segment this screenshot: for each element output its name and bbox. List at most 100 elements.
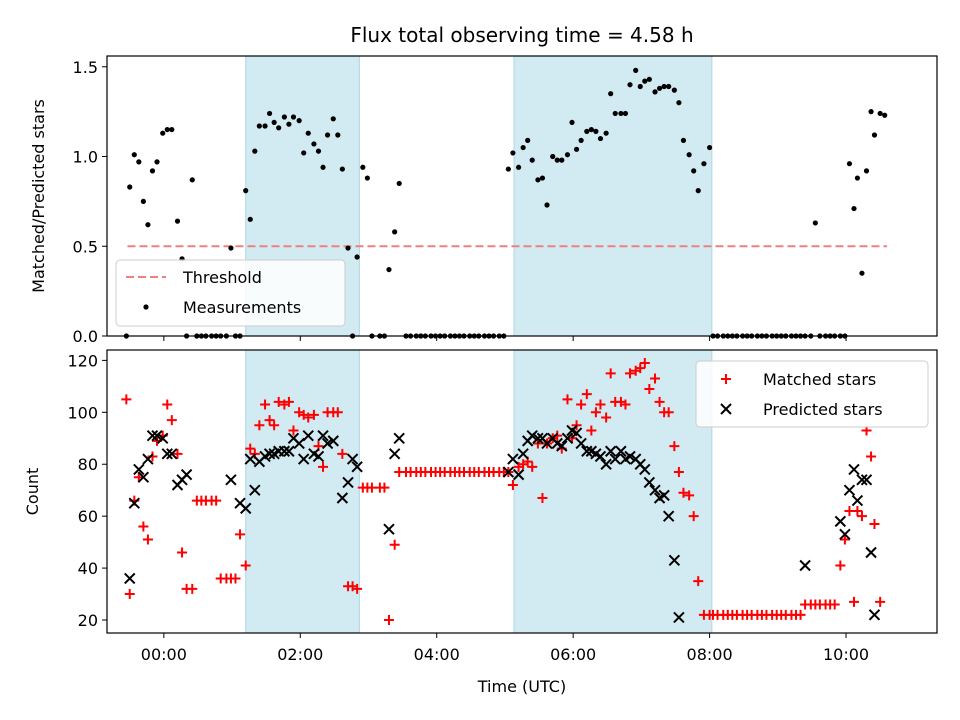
measurement-point xyxy=(539,175,546,181)
matched-star-marker xyxy=(332,407,343,418)
measurement-point xyxy=(680,137,687,143)
matched-star-marker xyxy=(620,399,631,410)
measurement-point xyxy=(812,220,818,226)
matched-star-marker xyxy=(625,368,636,379)
measurement-point xyxy=(656,85,663,91)
bottom-y-axis: 20 40 60 80 100 120 xyxy=(67,351,107,630)
x-tick-label: 06:00 xyxy=(550,645,596,664)
predicted-star-marker xyxy=(124,572,136,585)
predicted-star-marker xyxy=(512,468,525,481)
measurement-point xyxy=(573,146,580,152)
matched-star-marker xyxy=(379,482,390,493)
y-tick-label: 80 xyxy=(78,455,98,474)
measurement-point xyxy=(360,164,366,170)
matched-star-marker xyxy=(639,357,650,368)
measurement-point xyxy=(174,218,181,224)
measurement-point xyxy=(584,128,590,134)
measurement-point xyxy=(859,270,865,276)
matched-star-marker xyxy=(172,448,183,459)
matched-star-marker xyxy=(866,451,877,462)
top-y-axis-label: Matched/Predicted stars xyxy=(29,99,48,293)
matched-star-marker xyxy=(187,583,198,594)
x-tick-label: 02:00 xyxy=(277,645,323,664)
measurement-point xyxy=(505,166,511,172)
predicted-star-marker xyxy=(128,497,140,509)
measurement-point xyxy=(290,114,297,120)
predicted-star-marker xyxy=(157,432,169,444)
chart-title: Flux total observing time = 4.58 h xyxy=(350,23,693,47)
matched-star-marker xyxy=(586,425,597,436)
matched-star-marker xyxy=(576,399,587,410)
predicted-star-marker xyxy=(526,429,538,442)
legend-matched-swatch xyxy=(721,374,731,384)
matched-star-marker xyxy=(254,420,265,431)
predicted-star-marker xyxy=(263,448,276,460)
measurement-point xyxy=(863,168,870,174)
x-axis-label: Time (UTC) xyxy=(477,677,566,696)
bottom-shaded-regions xyxy=(245,349,713,634)
predicted-star-marker xyxy=(581,445,593,457)
measurement-point xyxy=(243,188,249,194)
bottom-legend: Matched stars Predicted stars xyxy=(695,360,929,428)
measurement-point xyxy=(364,175,370,181)
predicted-star-marker xyxy=(180,468,193,481)
matched-star-marker xyxy=(839,534,850,545)
measurement-point xyxy=(354,254,360,260)
top-legend: Threshold Measurements xyxy=(115,259,346,327)
top-y-axis: 0.0 0.5 1.0 1.5 xyxy=(73,58,107,346)
matched-star-marker xyxy=(318,461,329,472)
matched-star-marker xyxy=(678,487,689,498)
measurement-point xyxy=(145,222,151,228)
measurement-point xyxy=(311,141,317,147)
matched-star-marker xyxy=(581,389,592,400)
matched-star-marker xyxy=(389,539,400,550)
y-tick-label: 100 xyxy=(67,403,98,422)
y-tick-label: 20 xyxy=(78,611,98,630)
measurement-point xyxy=(622,110,629,117)
top-axes-frame xyxy=(106,55,938,337)
measurement-point xyxy=(339,166,345,172)
y-tick-label: 40 xyxy=(78,559,98,578)
matched-star-marker xyxy=(124,589,135,600)
predicted-star-marker xyxy=(283,445,295,457)
measurement-point xyxy=(618,110,624,117)
measurement-point xyxy=(320,164,326,170)
predicted-star-marker xyxy=(321,437,334,450)
matched-star-marker xyxy=(595,399,606,410)
measurement-point xyxy=(608,91,614,97)
predicted-star-marker xyxy=(834,515,847,528)
measurement-point xyxy=(305,130,311,136)
measurement-point xyxy=(676,100,682,106)
legend-box xyxy=(115,259,346,327)
predicted-star-marker xyxy=(839,528,851,541)
matched-star-marker xyxy=(562,394,573,405)
predicted-star-marker xyxy=(133,463,145,476)
measurement-point xyxy=(324,132,331,138)
measurement-point xyxy=(691,168,697,174)
matched-star-marker xyxy=(283,396,294,407)
measurement-point xyxy=(686,152,692,158)
matched-star-marker xyxy=(537,492,548,503)
measurement-point xyxy=(550,153,556,160)
predicted-star-marker xyxy=(658,489,670,502)
matched-star-marker xyxy=(835,560,846,571)
matched-star-marker xyxy=(303,412,314,423)
measurement-point xyxy=(851,205,857,212)
predicted-star-marker xyxy=(575,437,587,450)
bottom-y-axis-label: Count xyxy=(23,468,42,516)
measurement-point xyxy=(854,175,861,181)
shaded-region xyxy=(513,349,713,634)
predicted-star-marker xyxy=(856,474,868,486)
measurement-point xyxy=(871,132,878,138)
predicted-star-marker xyxy=(643,476,656,489)
predicted-star-marker xyxy=(137,471,150,483)
predicted-star-marker xyxy=(151,429,163,442)
matched-star-marker xyxy=(121,394,132,405)
measurement-point xyxy=(707,144,713,151)
predicted-star-marker xyxy=(615,445,627,457)
measurement-point xyxy=(296,118,302,124)
predicted-star-marker xyxy=(383,523,395,535)
matched-star-marker xyxy=(849,596,859,607)
measurement-point xyxy=(520,144,526,151)
measurement-point xyxy=(169,126,175,133)
